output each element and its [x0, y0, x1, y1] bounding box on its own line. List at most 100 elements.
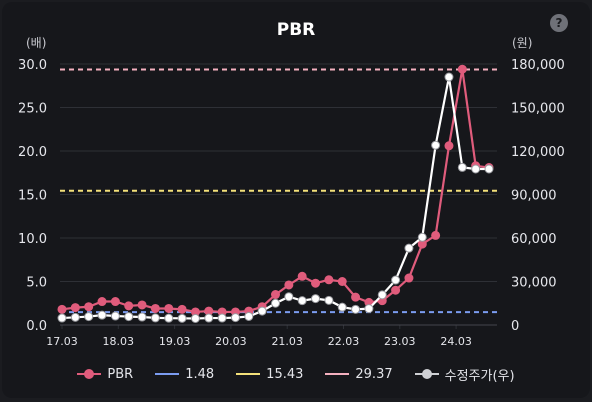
price-line-icon [414, 369, 439, 379]
price-point [337, 302, 347, 312]
pbr-point [97, 297, 107, 307]
price-point [217, 313, 227, 323]
price-point [324, 295, 334, 305]
pbr-point [297, 271, 307, 281]
y-left-tick-label: 15.0 [18, 189, 47, 204]
y-right-tick-label: 30,000 [511, 276, 557, 291]
chart-title: PBR [276, 20, 316, 40]
pbr-point [284, 280, 294, 290]
pbr-point [70, 303, 80, 313]
pbr-line-icon [77, 369, 102, 379]
y-right-tick-label: 60,000 [511, 232, 557, 247]
y-right-tick-label: 0 [511, 319, 519, 334]
legend-label-ref2: 15.43 [266, 366, 304, 382]
price-point [57, 313, 67, 323]
price-point [271, 298, 280, 308]
price-point [484, 164, 494, 174]
price-point [124, 312, 134, 322]
price-point [97, 310, 107, 320]
legend-item-pbr[interactable]: PBR [77, 367, 133, 382]
price-point [204, 313, 214, 323]
y-left-tick-label: 10.0 [18, 232, 47, 247]
x-tick-label: 20.03 [215, 335, 247, 348]
price-point [70, 312, 80, 322]
legend-label-ref3: 29.37 [355, 366, 393, 382]
x-tick-label: 17.03 [46, 335, 78, 348]
right-axis-unit: (원) [512, 36, 533, 50]
price-point [351, 304, 361, 314]
price-point [457, 162, 467, 172]
pbr-point [177, 304, 187, 314]
legend-item-ref2[interactable]: 15.43 [236, 367, 303, 382]
y-left-tick-label: 0.0 [26, 319, 47, 334]
price-point [137, 312, 147, 322]
pbr-point [337, 277, 347, 286]
price-point [190, 313, 200, 323]
legend-label-price: 수정주가(우) [444, 368, 515, 384]
legend-label-pbr: PBR [107, 366, 134, 382]
price-point [364, 304, 374, 314]
price-point [444, 72, 454, 82]
y-left-tick-label: 30.0 [18, 58, 47, 73]
pbr-point [391, 285, 401, 295]
legend-item-ref1[interactable]: 1.48 [155, 367, 214, 382]
x-tick-label: 21.03 [271, 335, 303, 348]
pbr-point [431, 230, 441, 240]
price-point [257, 306, 267, 316]
x-tick-label: 19.03 [159, 335, 191, 348]
pbr-point [404, 273, 414, 283]
x-tick-label: 18.03 [103, 335, 135, 348]
y-left-tick-label: 25.0 [18, 102, 47, 117]
pbr-point [351, 292, 361, 302]
pbr-point [164, 303, 174, 313]
pbr-point [324, 275, 334, 285]
price-point [377, 290, 387, 300]
pbr-point [457, 64, 467, 74]
x-tick-label: 22.03 [328, 335, 360, 348]
price-point [417, 232, 427, 242]
price-point [244, 311, 254, 321]
pbr-point [150, 303, 160, 313]
pbr-point [271, 290, 280, 300]
legend-item-ref3[interactable]: 29.37 [325, 366, 393, 382]
price-point [284, 292, 294, 302]
price-point [404, 243, 414, 253]
pbr-point [124, 301, 134, 311]
pbr-point [137, 300, 147, 310]
ref1-line-icon [155, 373, 180, 375]
price-point [391, 275, 401, 285]
x-tick-label: 24.03 [440, 335, 472, 348]
y-right-tick-label: 150,000 [511, 102, 565, 117]
ref3-line-icon [325, 373, 350, 375]
pbr-point [84, 302, 94, 312]
price-point [471, 164, 481, 174]
price-point [110, 311, 120, 321]
y-right-tick-label: 120,000 [511, 145, 565, 160]
price-point [150, 313, 160, 323]
legend-item-price[interactable]: 수정주가(우) [414, 365, 515, 384]
left-axis-unit: (배) [26, 36, 47, 50]
pbr-point [110, 297, 120, 307]
y-right-tick-label: 90,000 [511, 189, 557, 204]
chart-card [2, 2, 590, 398]
pbr-point [57, 304, 67, 314]
y-left-tick-label: 5.0 [26, 276, 47, 291]
legend: PBR 1.48 15.43 29.37 수정주가(우) [0, 364, 592, 384]
price-point [84, 312, 94, 322]
price-point [177, 313, 187, 323]
x-tick-label: 23.03 [384, 335, 416, 348]
ref2-line-icon [236, 373, 261, 375]
y-left-tick-label: 20.0 [18, 145, 47, 160]
price-point [311, 294, 321, 304]
legend-label-ref1: 1.48 [185, 366, 215, 382]
pbr-point [444, 141, 454, 151]
price-point [164, 313, 174, 323]
pbr-point [311, 278, 321, 288]
price-point [431, 140, 441, 150]
price-point [297, 296, 307, 306]
price-line [61, 76, 489, 320]
y-right-tick-label: 180,000 [511, 58, 565, 73]
question-icon[interactable]: ? [550, 14, 568, 32]
price-point [230, 313, 240, 323]
